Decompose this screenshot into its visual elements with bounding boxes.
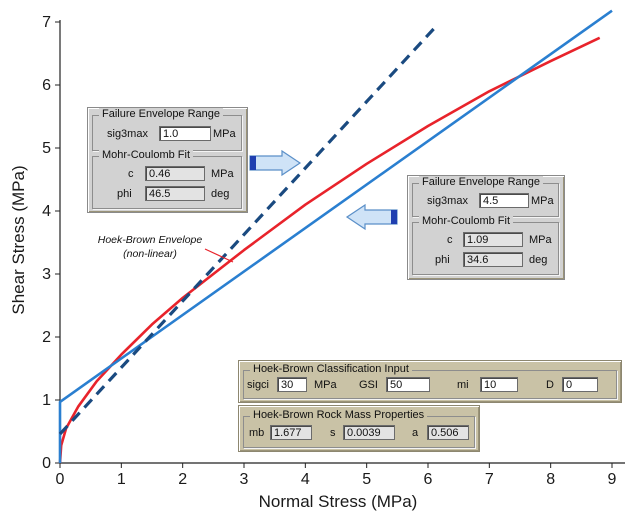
- gsi-field[interactable]: 50: [386, 377, 430, 392]
- x-tick-label: 6: [424, 471, 433, 488]
- axes: 0 1 2 3 4 5 6 7 8 9 0 1 2 3 4 5 6 7: [42, 14, 625, 488]
- hoek-brown-input-panel: Hoek-Brown Classification Input sigci 30…: [238, 360, 622, 403]
- x-tick-label: 2: [178, 471, 187, 488]
- left-c-unit: MPa: [211, 168, 234, 180]
- mi-label: mi: [457, 379, 469, 391]
- left-mohr-coulomb-group: Mohr-Coulomb Fit c 0.46 MPa phi 46.5 deg: [92, 149, 242, 209]
- right-panel-arrow: [345, 203, 398, 231]
- left-c-field[interactable]: 0.46: [145, 166, 205, 181]
- left-sig3max-field[interactable]: 1.0: [159, 126, 211, 141]
- right-phi-unit: deg: [529, 254, 548, 266]
- right-mohr-coulomb-group: Mohr-Coulomb Fit c 1.09 MPa phi 34.6 deg: [412, 215, 559, 275]
- s-label: s: [330, 427, 336, 439]
- arrow-layer: [249, 149, 398, 231]
- hoek-brown-properties-panel: Hoek-Brown Rock Mass Properties mb 1.677…: [238, 405, 480, 452]
- left-failure-envelope-group: Failure Envelope Range sig3max 1.0 MPa: [92, 108, 242, 151]
- x-tick-label: 9: [608, 471, 617, 488]
- sigci-unit: MPa: [314, 379, 337, 391]
- x-tick-label: 7: [485, 471, 494, 488]
- left-fit-legend: Mohr-Coulomb Fit: [99, 149, 194, 161]
- y-tick-label: 1: [42, 392, 51, 409]
- right-fit-legend: Mohr-Coulomb Fit: [419, 215, 514, 227]
- d-field[interactable]: 0: [562, 377, 598, 392]
- right-c-unit: MPa: [529, 234, 552, 246]
- left-phi-field[interactable]: 46.5: [145, 186, 205, 201]
- right-phi-label: phi: [435, 254, 450, 266]
- annotation-pointer: [204, 248, 234, 263]
- x-tick-label: 5: [362, 471, 371, 488]
- right-c-label: c: [447, 234, 453, 246]
- right-sig3max-unit: MPa: [531, 195, 554, 207]
- annotation-line-1: Hoek-Brown Envelope: [98, 234, 203, 246]
- annotation-line-2: (non-linear): [123, 248, 177, 260]
- right-phi-field[interactable]: 34.6: [463, 252, 523, 267]
- left-sig3max-unit: MPa: [213, 128, 236, 140]
- x-tick-label: 8: [546, 471, 555, 488]
- hb-input-legend: Hoek-Brown Classification Input: [250, 363, 412, 375]
- y-tick-label: 6: [42, 77, 51, 94]
- mohr-coulomb-fit-line-right: [58, 9, 613, 463]
- left-phi-unit: deg: [211, 188, 230, 200]
- right-sig3max-field[interactable]: 4.5: [479, 193, 529, 208]
- y-tick-label: 0: [42, 455, 51, 472]
- sigci-label: sigci: [247, 379, 270, 391]
- gsi-label: GSI: [359, 379, 378, 391]
- y-tick-label: 3: [42, 266, 51, 283]
- hb-properties-legend: Hoek-Brown Rock Mass Properties: [250, 409, 428, 421]
- y-tick-label: 7: [42, 14, 51, 31]
- left-c-label: c: [128, 168, 134, 180]
- mb-label: mb: [249, 427, 265, 439]
- hoek-brown-envelope-curve: [58, 36, 601, 464]
- d-label: D: [546, 379, 554, 391]
- right-parameter-panel: Failure Envelope Range sig3max 4.5 MPa M…: [407, 175, 565, 280]
- x-tick-label: 3: [240, 471, 249, 488]
- series-layer: [58, 9, 613, 464]
- left-range-legend: Failure Envelope Range: [99, 108, 224, 120]
- mb-field[interactable]: 1.677: [270, 425, 312, 440]
- mi-field[interactable]: 10: [480, 377, 518, 392]
- mohr-coulomb-fit-line-left: [58, 24, 439, 436]
- x-tick-label: 4: [301, 471, 310, 488]
- x-tick-label: 1: [117, 471, 126, 488]
- x-axis-title: Normal Stress (MPa): [259, 492, 418, 511]
- a-field[interactable]: 0.506: [427, 425, 469, 440]
- right-sig3max-label: sig3max: [427, 195, 468, 207]
- right-range-legend: Failure Envelope Range: [419, 176, 544, 188]
- sigci-field[interactable]: 30: [277, 377, 307, 392]
- left-panel-arrow: [249, 149, 302, 177]
- right-failure-envelope-group: Failure Envelope Range sig3max 4.5 MPa: [412, 176, 559, 217]
- x-tick-label: 0: [56, 471, 65, 488]
- s-field[interactable]: 0.0039: [343, 425, 395, 440]
- a-label: a: [412, 427, 419, 439]
- right-c-field[interactable]: 1.09: [463, 232, 523, 247]
- y-axis-title: Shear Stress (MPa): [9, 165, 28, 314]
- y-tick-label: 2: [42, 329, 51, 346]
- y-tick-label: 4: [42, 203, 51, 220]
- hb-input-group: Hoek-Brown Classification Input sigci 30…: [243, 363, 617, 399]
- y-tick-label: 5: [42, 140, 51, 157]
- left-parameter-panel: Failure Envelope Range sig3max 1.0 MPa M…: [87, 107, 248, 213]
- left-sig3max-label: sig3max: [107, 128, 148, 140]
- hb-properties-group: Hoek-Brown Rock Mass Properties mb 1.677…: [243, 409, 475, 448]
- left-phi-label: phi: [117, 188, 132, 200]
